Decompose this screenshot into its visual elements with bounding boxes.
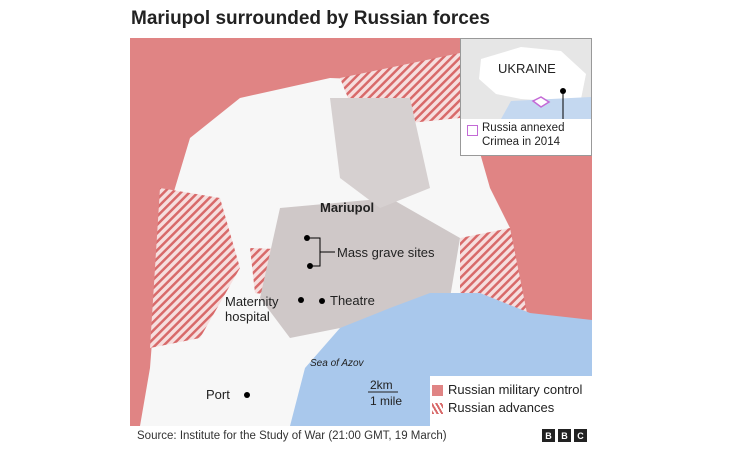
urban-area-north: [330, 98, 430, 208]
maternity-marker: [298, 297, 304, 303]
maternity-label: Maternity hospital: [225, 294, 279, 324]
port-label: Port: [206, 387, 230, 402]
city-label: Mariupol: [320, 200, 375, 215]
control-legend-label: Russian military control: [448, 382, 583, 397]
locator-inset: UKRAINE Russia annexed Crimea in 2014: [460, 38, 592, 156]
map-legend: Russian military control Russian advance…: [430, 376, 592, 426]
sea-label: Sea of Azov: [310, 358, 364, 369]
map-title: Mariupol surrounded by Russian forces: [131, 8, 490, 29]
ukraine-label: UKRAINE: [498, 61, 556, 76]
crimea-legend-label: Russia annexed Crimea in 2014: [482, 122, 565, 148]
theatre-marker: [319, 298, 325, 304]
scale-km: 2km: [370, 378, 393, 392]
advances-swatch: [432, 403, 443, 414]
crimea-outline: [531, 96, 551, 108]
advance-area-west: [150, 188, 240, 348]
mass-grave-marker: [304, 235, 310, 241]
control-swatch: [432, 385, 443, 396]
mass-graves-label: Mass grave sites: [337, 245, 435, 260]
mass-grave-marker: [307, 263, 313, 269]
scale-mile: 1 mile: [370, 394, 403, 408]
advances-legend-label: Russian advances: [448, 400, 555, 415]
ukraine-locator-map: [461, 39, 591, 119]
port-marker: [244, 392, 250, 398]
source-note: Source: Institute for the Study of War (…: [137, 430, 447, 442]
mass-grave-bracket: [310, 237, 335, 267]
theatre-label: Theatre: [330, 293, 375, 308]
crimea-legend-swatch: [467, 125, 478, 136]
